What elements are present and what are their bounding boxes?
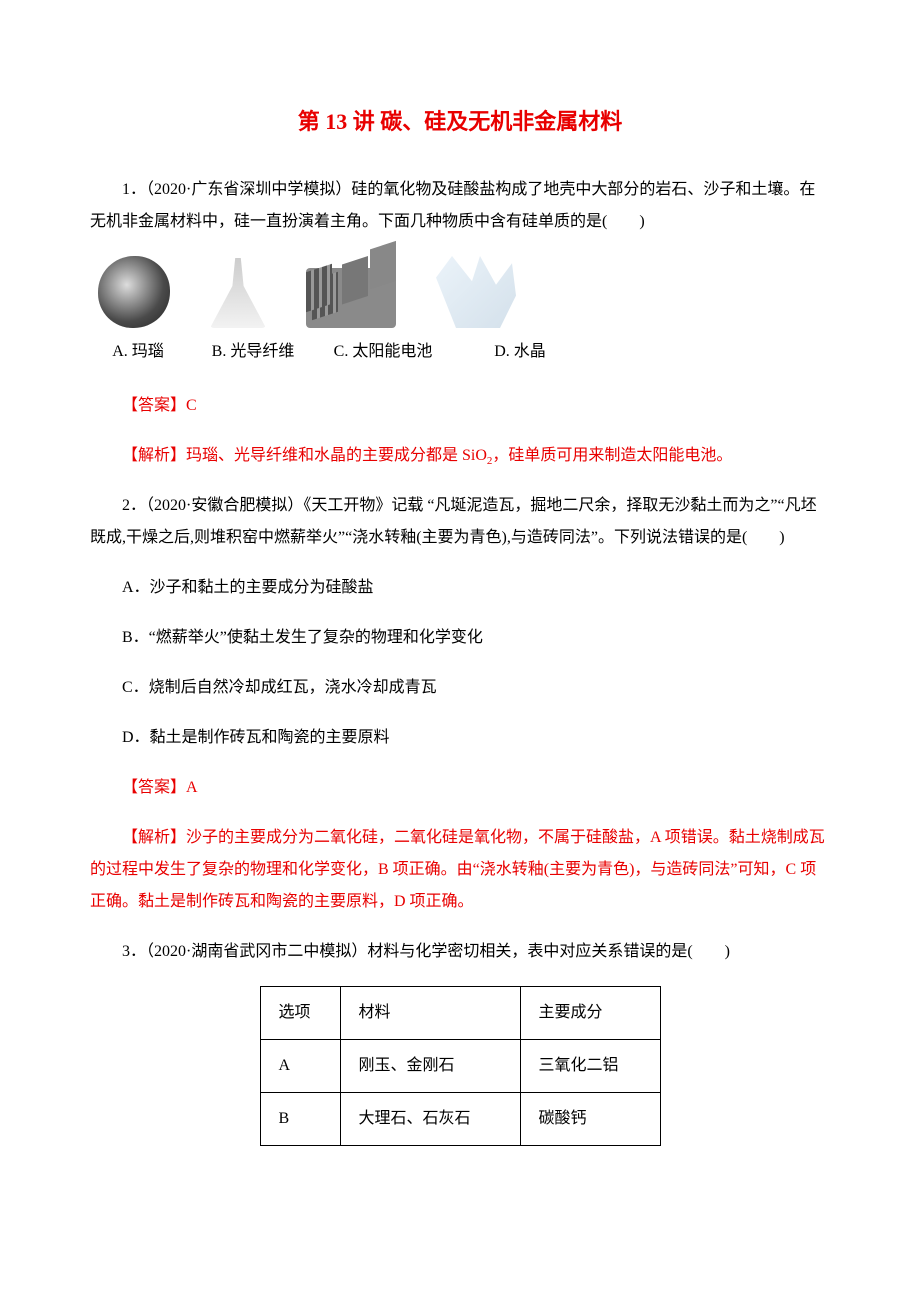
- q3-table: 选项 材料 主要成分 A 刚玉、金刚石 三氧化二铝 B 大理石、石灰石 碳酸钙: [260, 986, 661, 1146]
- q1-label-a: A. 玛瑙: [102, 336, 174, 368]
- table-row: A 刚玉、金刚石 三氧化二铝: [260, 1040, 660, 1093]
- table-cell: 大理石、石灰石: [340, 1093, 520, 1146]
- q1-label-c: C. 太阳能电池: [328, 336, 438, 368]
- q1-image-a: [98, 256, 170, 328]
- q3-table-wrap: 选项 材料 主要成分 A 刚玉、金刚石 三氧化二铝 B 大理石、石灰石 碳酸钙: [90, 986, 830, 1146]
- q2-option-d: D．黏土是制作砖瓦和陶瓷的主要原料: [90, 722, 830, 754]
- q1-label-d: D. 水晶: [480, 336, 560, 368]
- q1-stem: 1．（2020·广东省深圳中学模拟）硅的氧化物及硅酸盐构成了地壳中大部分的岩石、…: [90, 174, 830, 238]
- table-cell: B: [260, 1093, 340, 1146]
- q2-answer-value: A: [186, 779, 198, 796]
- q1-answer: 【答案】C: [90, 390, 830, 422]
- agate-icon: [98, 256, 170, 328]
- optical-fiber-icon: [210, 258, 266, 328]
- table-header: 材料: [340, 987, 520, 1040]
- q1-labels-row: A. 玛瑙 B. 光导纤维 C. 太阳能电池 D. 水晶: [90, 336, 830, 368]
- q2-option-b: B．“燃薪举火”使黏土发生了复杂的物理和化学变化: [90, 622, 830, 654]
- q1-answer-value: C: [186, 397, 197, 414]
- q1-image-b: [210, 258, 266, 328]
- table-cell: 刚玉、金刚石: [340, 1040, 520, 1093]
- table-header: 主要成分: [520, 987, 660, 1040]
- crystal-icon: [436, 256, 516, 328]
- q3-stem: 3．（2020·湖南省武冈市二中模拟）材料与化学密切相关，表中对应关系错误的是(…: [90, 936, 830, 968]
- answer-label: 【答案】: [122, 779, 186, 796]
- table-cell: 碳酸钙: [520, 1093, 660, 1146]
- explain-label: 【解析】: [122, 829, 186, 846]
- solar-cell-icon: [306, 268, 396, 328]
- q1-images-row: [90, 256, 830, 328]
- q1-image-d: [436, 256, 516, 328]
- table-cell: 三氧化二铝: [520, 1040, 660, 1093]
- q1-label-b: B. 光导纤维: [208, 336, 298, 368]
- table-header: 选项: [260, 987, 340, 1040]
- q2-explain-text: 沙子的主要成分为二氧化硅，二氧化硅是氧化物，不属于硅酸盐，A 项错误。黏土烧制成…: [90, 829, 825, 910]
- q1-image-c: [306, 268, 396, 328]
- table-row: B 大理石、石灰石 碳酸钙: [260, 1093, 660, 1146]
- q1-explain-post: ，硅单质可用来制造太阳能电池。: [492, 447, 732, 464]
- table-header-row: 选项 材料 主要成分: [260, 987, 660, 1040]
- q1-explain-pre: 玛瑙、光导纤维和水晶的主要成分都是 SiO: [186, 447, 487, 464]
- q2-answer: 【答案】A: [90, 772, 830, 804]
- q2-explanation: 【解析】沙子的主要成分为二氧化硅，二氧化硅是氧化物，不属于硅酸盐，A 项错误。黏…: [90, 822, 830, 918]
- q2-stem: 2．（2020·安徽合肥模拟）《天工开物》记载 “凡埏泥造瓦，掘地二尺余，择取无…: [90, 490, 830, 554]
- table-cell: A: [260, 1040, 340, 1093]
- q2-option-c: C．烧制后自然冷却成红瓦，浇水冷却成青瓦: [90, 672, 830, 704]
- page-title: 第 13 讲 碳、硅及无机非金属材料: [90, 100, 830, 144]
- q2-option-a: A．沙子和黏土的主要成分为硅酸盐: [90, 572, 830, 604]
- explain-label: 【解析】: [122, 447, 186, 464]
- answer-label: 【答案】: [122, 397, 186, 414]
- q1-explanation: 【解析】玛瑙、光导纤维和水晶的主要成分都是 SiO2，硅单质可用来制造太阳能电池…: [90, 440, 830, 472]
